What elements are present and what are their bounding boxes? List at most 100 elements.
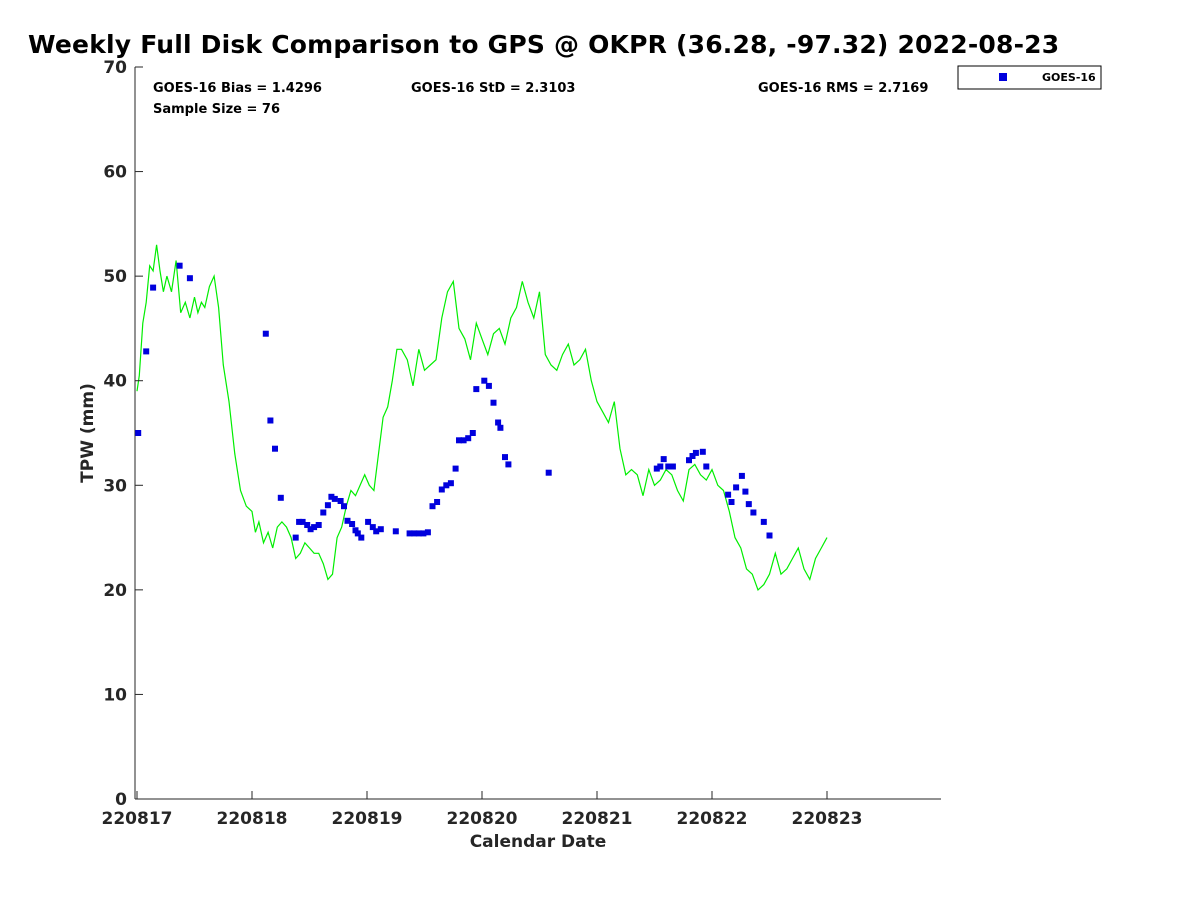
- chart-title: Weekly Full Disk Comparison to GPS @ OKP…: [28, 30, 1060, 59]
- goes16-point: [429, 503, 436, 510]
- goes16-point: [344, 517, 351, 524]
- y-tick-label: 10: [103, 685, 127, 705]
- goes16-point: [369, 524, 376, 531]
- plot-axes: [134, 67, 941, 800]
- gps-line-layer: [136, 244, 828, 591]
- goes16-point: [150, 284, 157, 291]
- goes16-point: [424, 529, 431, 536]
- x-axis-ticks: 220817 220818 220819 220820 220821 220822 2208…: [102, 791, 863, 829]
- goes16-point: [473, 386, 480, 393]
- goes16-point: [377, 526, 384, 533]
- goes16-point: [420, 530, 427, 537]
- goes16-point: [392, 528, 399, 535]
- goes16-point: [452, 465, 459, 472]
- goes16-point: [760, 518, 767, 525]
- legend-label: GOES-16: [1042, 71, 1096, 84]
- goes16-point: [657, 463, 664, 470]
- goes16-point: [545, 469, 552, 476]
- goes16-point: [299, 518, 306, 525]
- goes16-point: [660, 456, 667, 463]
- y-tick-label: 60: [103, 163, 127, 183]
- goes16-point: [277, 494, 284, 501]
- goes16-point: [742, 488, 749, 495]
- y-tick-label: 0: [115, 790, 127, 810]
- goes16-point: [365, 518, 372, 525]
- goes16-point: [331, 495, 338, 502]
- goes16-point: [460, 437, 467, 444]
- y-tick-label: 40: [103, 372, 127, 392]
- goes16-point: [434, 499, 441, 505]
- goes16-point: [447, 480, 454, 487]
- goes16-point: [750, 509, 757, 516]
- goes16-point: [262, 330, 269, 337]
- goes16-point: [699, 448, 706, 455]
- goes16-point: [341, 503, 347, 510]
- goes16-point: [272, 445, 278, 452]
- goes16-point: [485, 382, 492, 389]
- x-tick-label: 220823: [792, 809, 863, 829]
- goes16-point: [505, 461, 512, 468]
- goes16-point: [497, 424, 504, 431]
- x-tick-label: 220820: [447, 809, 518, 829]
- rms-stat: GOES-16 RMS = 2.7169: [758, 81, 928, 96]
- y-tick-label: 20: [103, 581, 127, 601]
- legend: GOES-16: [957, 65, 1102, 90]
- goes16-point: [686, 457, 692, 464]
- goes16-point: [186, 275, 193, 282]
- goes16-point: [267, 417, 274, 424]
- goes16-point: [689, 453, 696, 459]
- goes16-point: [304, 522, 311, 528]
- goes16-point: [725, 491, 732, 498]
- goes16-point: [143, 348, 150, 355]
- goes16-point: [311, 524, 318, 531]
- goes16-point: [315, 522, 322, 528]
- y-tick-label: 50: [103, 267, 127, 287]
- goes16-point: [373, 528, 380, 535]
- goes16-point: [307, 526, 314, 533]
- goes16-point: [337, 498, 344, 504]
- goes16-point: [328, 493, 335, 500]
- goes16-point: [665, 463, 672, 470]
- goes16-point: [669, 463, 676, 470]
- x-tick-label: 220822: [677, 809, 748, 829]
- goes16-point: [176, 262, 183, 269]
- goes16-point: [320, 509, 327, 516]
- goes16-point: [692, 449, 699, 456]
- goes16-point: [349, 521, 356, 527]
- y-axis-ticks: 0 10 20 30 40 50 60 70: [103, 58, 143, 810]
- goes16-point: [733, 484, 740, 491]
- goes16-point: [443, 482, 450, 489]
- goes16-point: [358, 534, 365, 541]
- goes16-point: [354, 530, 361, 537]
- goes16-point: [465, 435, 472, 442]
- y-tick-label: 30: [103, 476, 127, 496]
- goes16-point: [653, 465, 660, 472]
- goes16-point: [456, 437, 462, 444]
- x-axis-title: Calendar Date: [470, 832, 607, 852]
- x-tick-label: 220817: [102, 809, 173, 829]
- goes16-point: [481, 377, 488, 384]
- std-stat: GOES-16 StD = 2.3103: [411, 81, 575, 96]
- x-tick-label: 220821: [562, 809, 633, 829]
- goes16-point: [703, 463, 710, 470]
- goes16-point: [469, 430, 476, 436]
- x-tick-label: 220818: [217, 809, 288, 829]
- goes16-points-layer: [135, 262, 773, 541]
- goes16-point: [738, 472, 745, 479]
- goes16-point: [745, 501, 752, 508]
- goes16-point: [438, 486, 445, 493]
- y-tick-label: 70: [103, 58, 127, 78]
- goes16-point: [490, 399, 497, 406]
- goes16-point: [495, 419, 502, 426]
- goes16-point: [296, 518, 303, 525]
- goes16-point: [415, 530, 422, 537]
- legend-box: [957, 65, 1102, 90]
- legend-marker-icon: [999, 73, 1007, 81]
- goes16-point: [292, 534, 299, 541]
- goes16-point: [411, 530, 418, 537]
- sample-size-stat: Sample Size = 76: [153, 102, 280, 117]
- bias-stat: GOES-16 Bias = 1.4296: [153, 81, 322, 96]
- goes16-point: [352, 527, 359, 534]
- goes16-point: [502, 454, 508, 461]
